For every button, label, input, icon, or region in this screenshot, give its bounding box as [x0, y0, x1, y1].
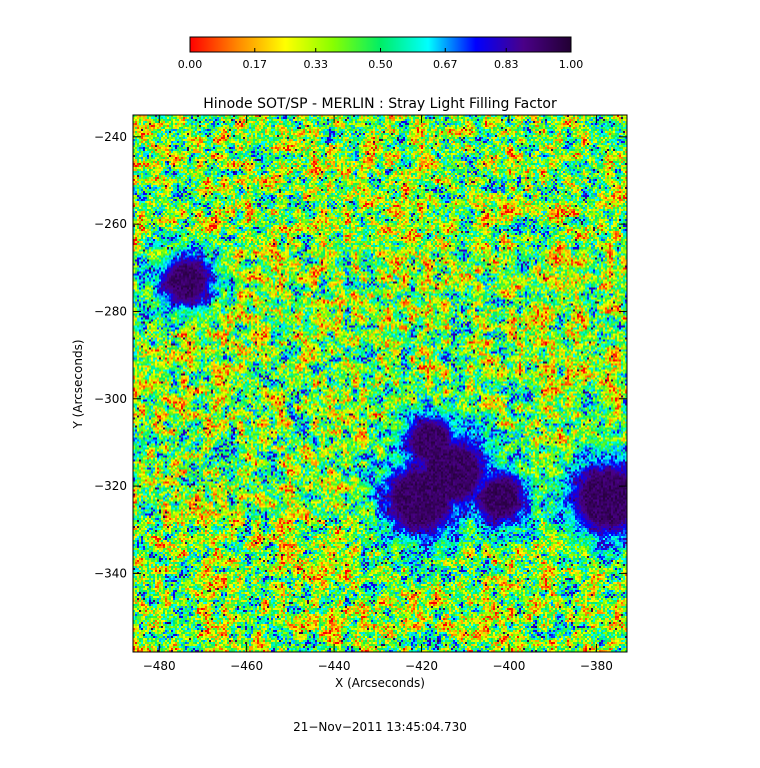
x-axis-label: X (Arcseconds): [335, 676, 425, 690]
x-tick-label: −420: [405, 659, 438, 673]
colorbar-tick-label: 0.17: [243, 58, 268, 71]
x-tick-label: −440: [318, 659, 351, 673]
heatmap-image: [133, 115, 627, 652]
colorbar: 0.00 0.17 0.33 0.50 0.67 0.83 1.00: [178, 36, 584, 71]
colorbar-tick-label: 0.33: [303, 58, 328, 71]
y-tick-label: −240: [94, 130, 127, 144]
colorbar-ticks: 0.00 0.17 0.33 0.50 0.67 0.83 1.00: [178, 48, 584, 71]
colorbar-tick-label: 0.67: [433, 58, 458, 71]
x-tick-label: −400: [492, 659, 525, 673]
y-axis-label: Y (Arcseconds): [71, 339, 85, 429]
y-tick-label: −320: [94, 479, 127, 493]
colorbar-tick-label: 1.00: [559, 58, 584, 71]
timestamp: 21−Nov−2011 13:45:04.730: [293, 720, 467, 734]
colorbar-tick-label: 0.50: [368, 58, 393, 71]
x-tick-label: −380: [580, 659, 613, 673]
x-tick-label: −460: [230, 659, 263, 673]
colorbar-tick-label: 0.83: [494, 58, 519, 71]
heatmap-plot: −480 −460 −440 −420 −400 −380 −240 −260 −280 −30…: [94, 114, 628, 673]
chart-title: Hinode SOT/SP - MERLIN : Stray Light Fil…: [203, 96, 557, 112]
y-tick-label: −280: [94, 304, 127, 318]
y-tick-label: −300: [94, 392, 127, 406]
colorbar-tick-label: 0.00: [178, 58, 203, 71]
y-axis-ticks: −240 −260 −280 −300 −320 −340: [94, 130, 627, 580]
y-tick-label: −260: [94, 217, 127, 231]
x-tick-label: −480: [143, 659, 176, 673]
x-axis-ticks: −480 −460 −440 −420 −400 −380: [143, 115, 613, 673]
y-tick-label: −340: [94, 566, 127, 580]
plot-frame: [132, 114, 628, 653]
